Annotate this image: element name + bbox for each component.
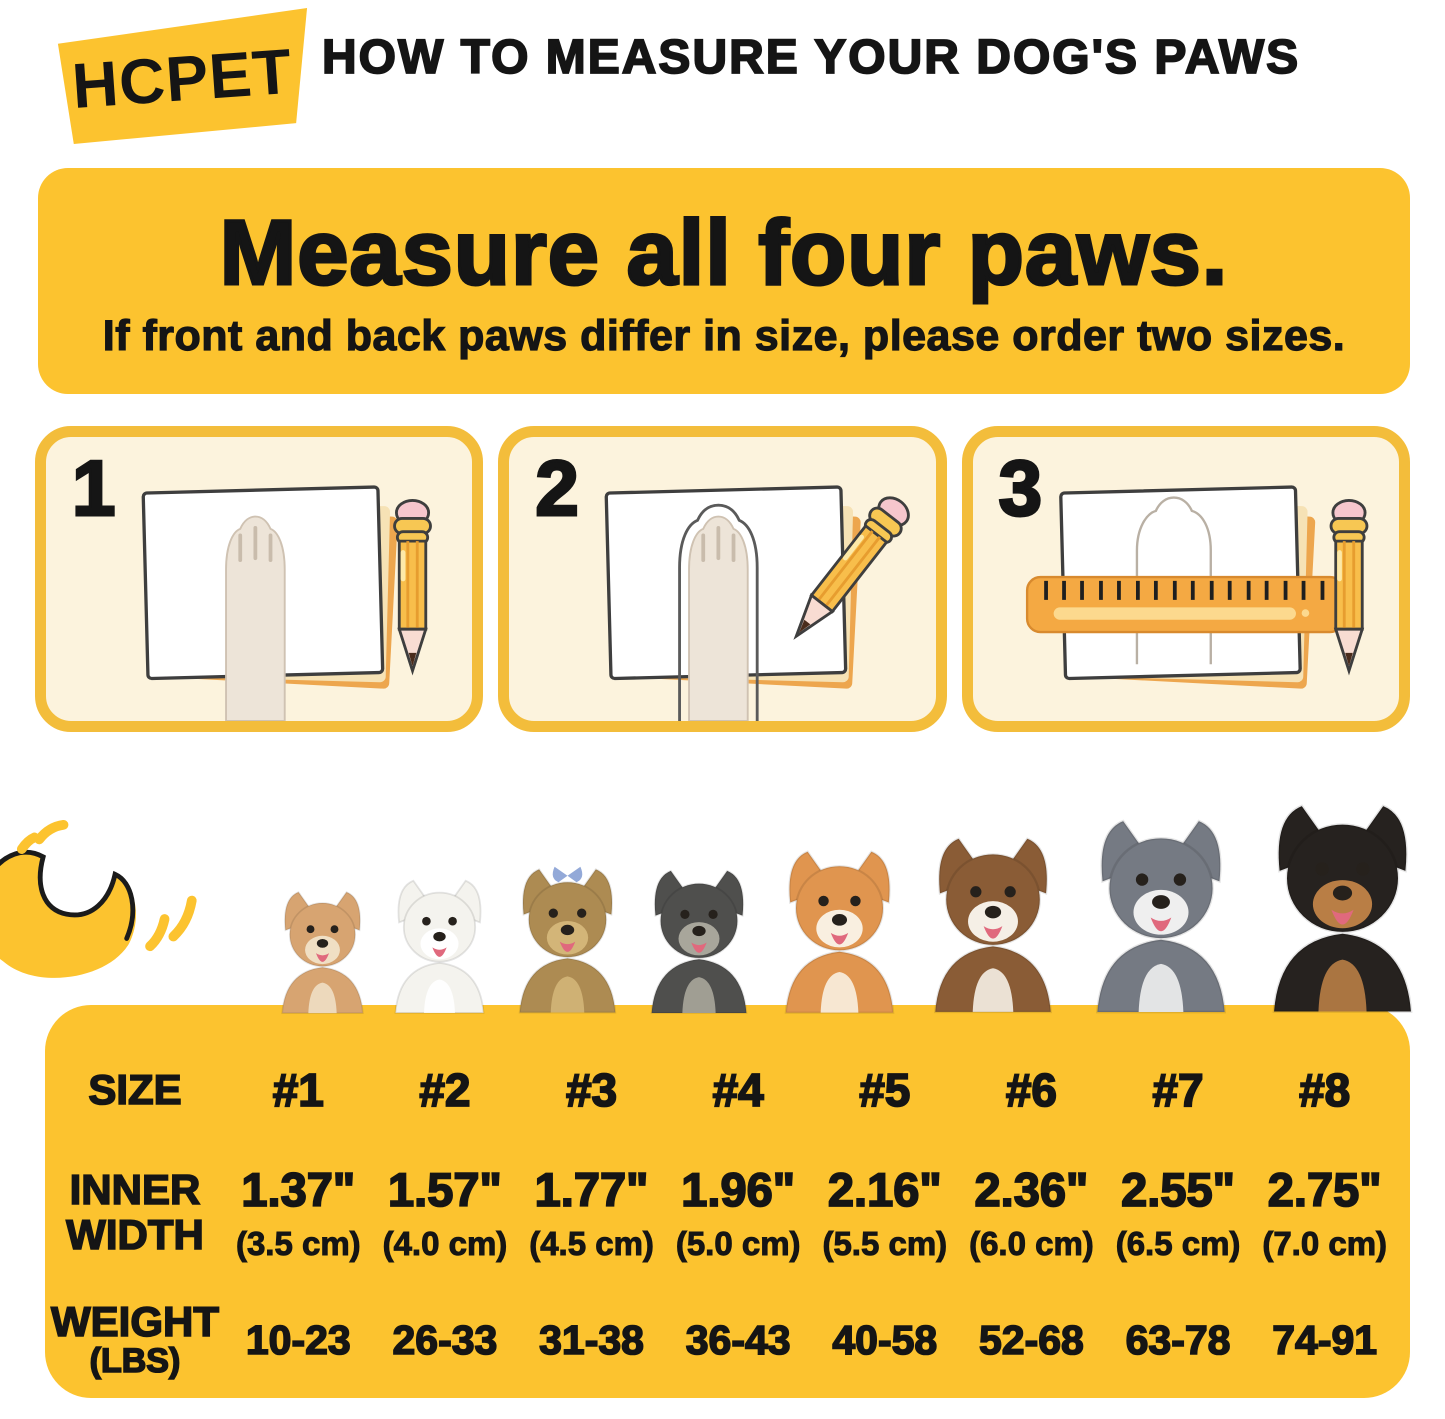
logo-text: HCPET [70, 36, 295, 122]
width-cell: 2.36" (6.0 cm) [969, 1162, 1095, 1262]
step-panel-2: 2 [498, 426, 947, 732]
step-panel-1: 1 [35, 426, 484, 732]
dog-photo-chihuahua [268, 887, 377, 1015]
width-cell: 2.75" (7.0 cm) [1262, 1162, 1388, 1262]
weight-cell: 40-58 [832, 1316, 938, 1364]
dog-photo-bichon-frise [380, 875, 499, 1015]
row-label-inner-width: INNER WIDTH [65, 1166, 204, 1258]
banner-subheading: If front and back paws differ in size, p… [102, 311, 1346, 360]
row-label-weight: WEIGHT (LBS) [50, 1298, 220, 1381]
pencil-icon [393, 499, 432, 676]
paw-on-paper-illustration [141, 485, 432, 721]
weight-cell: 36-43 [685, 1316, 791, 1364]
measuring-steps: 1 [35, 426, 1410, 732]
step-panel-3: 3 [961, 426, 1410, 732]
dog-photo-miniature-schnauzer [635, 865, 763, 1015]
dog-photo-yorkshire-terrier [503, 863, 632, 1015]
pencil-icon [1329, 499, 1369, 676]
size-cell: #3 [565, 1063, 618, 1117]
page-title: HOW TO MEASURE YOUR DOG'S PAWS [321, 30, 1301, 85]
size-cell: #7 [1152, 1063, 1205, 1117]
dog-paw-icon [688, 515, 749, 721]
size-cell: #1 [272, 1063, 325, 1117]
row-label-size: SIZE [88, 1065, 183, 1113]
step-number: 2 [534, 443, 580, 534]
ruler-measure-illustration [1025, 485, 1369, 689]
dogs-row [268, 790, 1435, 1015]
dog-photo-shiba-inu [767, 845, 912, 1015]
dog-paw-icon [225, 515, 286, 721]
weight-cell: 31-38 [538, 1316, 644, 1364]
size-chart-table: SIZE #1 #2 #3 #4 #5 #6 #7 #8 INNER WIDTH… [45, 1005, 1410, 1398]
width-cell: 2.55" (6.5 cm) [1115, 1162, 1241, 1262]
weight-cell: 74-91 [1271, 1316, 1378, 1364]
step-number: 3 [997, 443, 1043, 534]
width-cell: 1.57" (4.0 cm) [382, 1162, 508, 1262]
size-cell: #8 [1298, 1063, 1351, 1117]
trace-paw-illustration [604, 485, 911, 721]
ruler-icon [1025, 575, 1345, 634]
dog-breeds-strip [0, 790, 1445, 1015]
step-number: 1 [70, 443, 116, 534]
measure-banner: Measure all four paws. If front and back… [38, 168, 1410, 394]
width-cell: 2.16" (5.5 cm) [822, 1162, 948, 1262]
logo-background-shape [57, 8, 308, 144]
dog-photo-alaskan-malamute [1075, 813, 1247, 1015]
width-cell: 1.77" (4.5 cm) [529, 1162, 655, 1262]
dog-photo-rottweiler [1250, 797, 1435, 1015]
width-cell: 1.96" (5.0 cm) [675, 1162, 801, 1262]
brand-logo: HCPET [57, 8, 308, 144]
weight-cell: 63-78 [1125, 1316, 1231, 1364]
banner-heading: Measure all four paws. [218, 202, 1229, 305]
traced-paw-outline [1135, 496, 1212, 665]
width-cell: 1.37" (3.5 cm) [235, 1162, 361, 1262]
paw-outline-trace [678, 503, 759, 721]
weight-cell: 52-68 [978, 1316, 1084, 1364]
weight-cell: 10-23 [245, 1316, 351, 1364]
dog-photo-australian-shepherd [915, 831, 1071, 1015]
weight-cell: 26-33 [392, 1316, 498, 1364]
size-cell: #6 [1005, 1063, 1058, 1117]
size-cell: #4 [712, 1063, 765, 1117]
pencil-icon [793, 496, 911, 640]
swoosh-decoration-icon [0, 819, 197, 978]
size-cell: #2 [418, 1063, 471, 1117]
size-cell: #5 [858, 1063, 911, 1117]
